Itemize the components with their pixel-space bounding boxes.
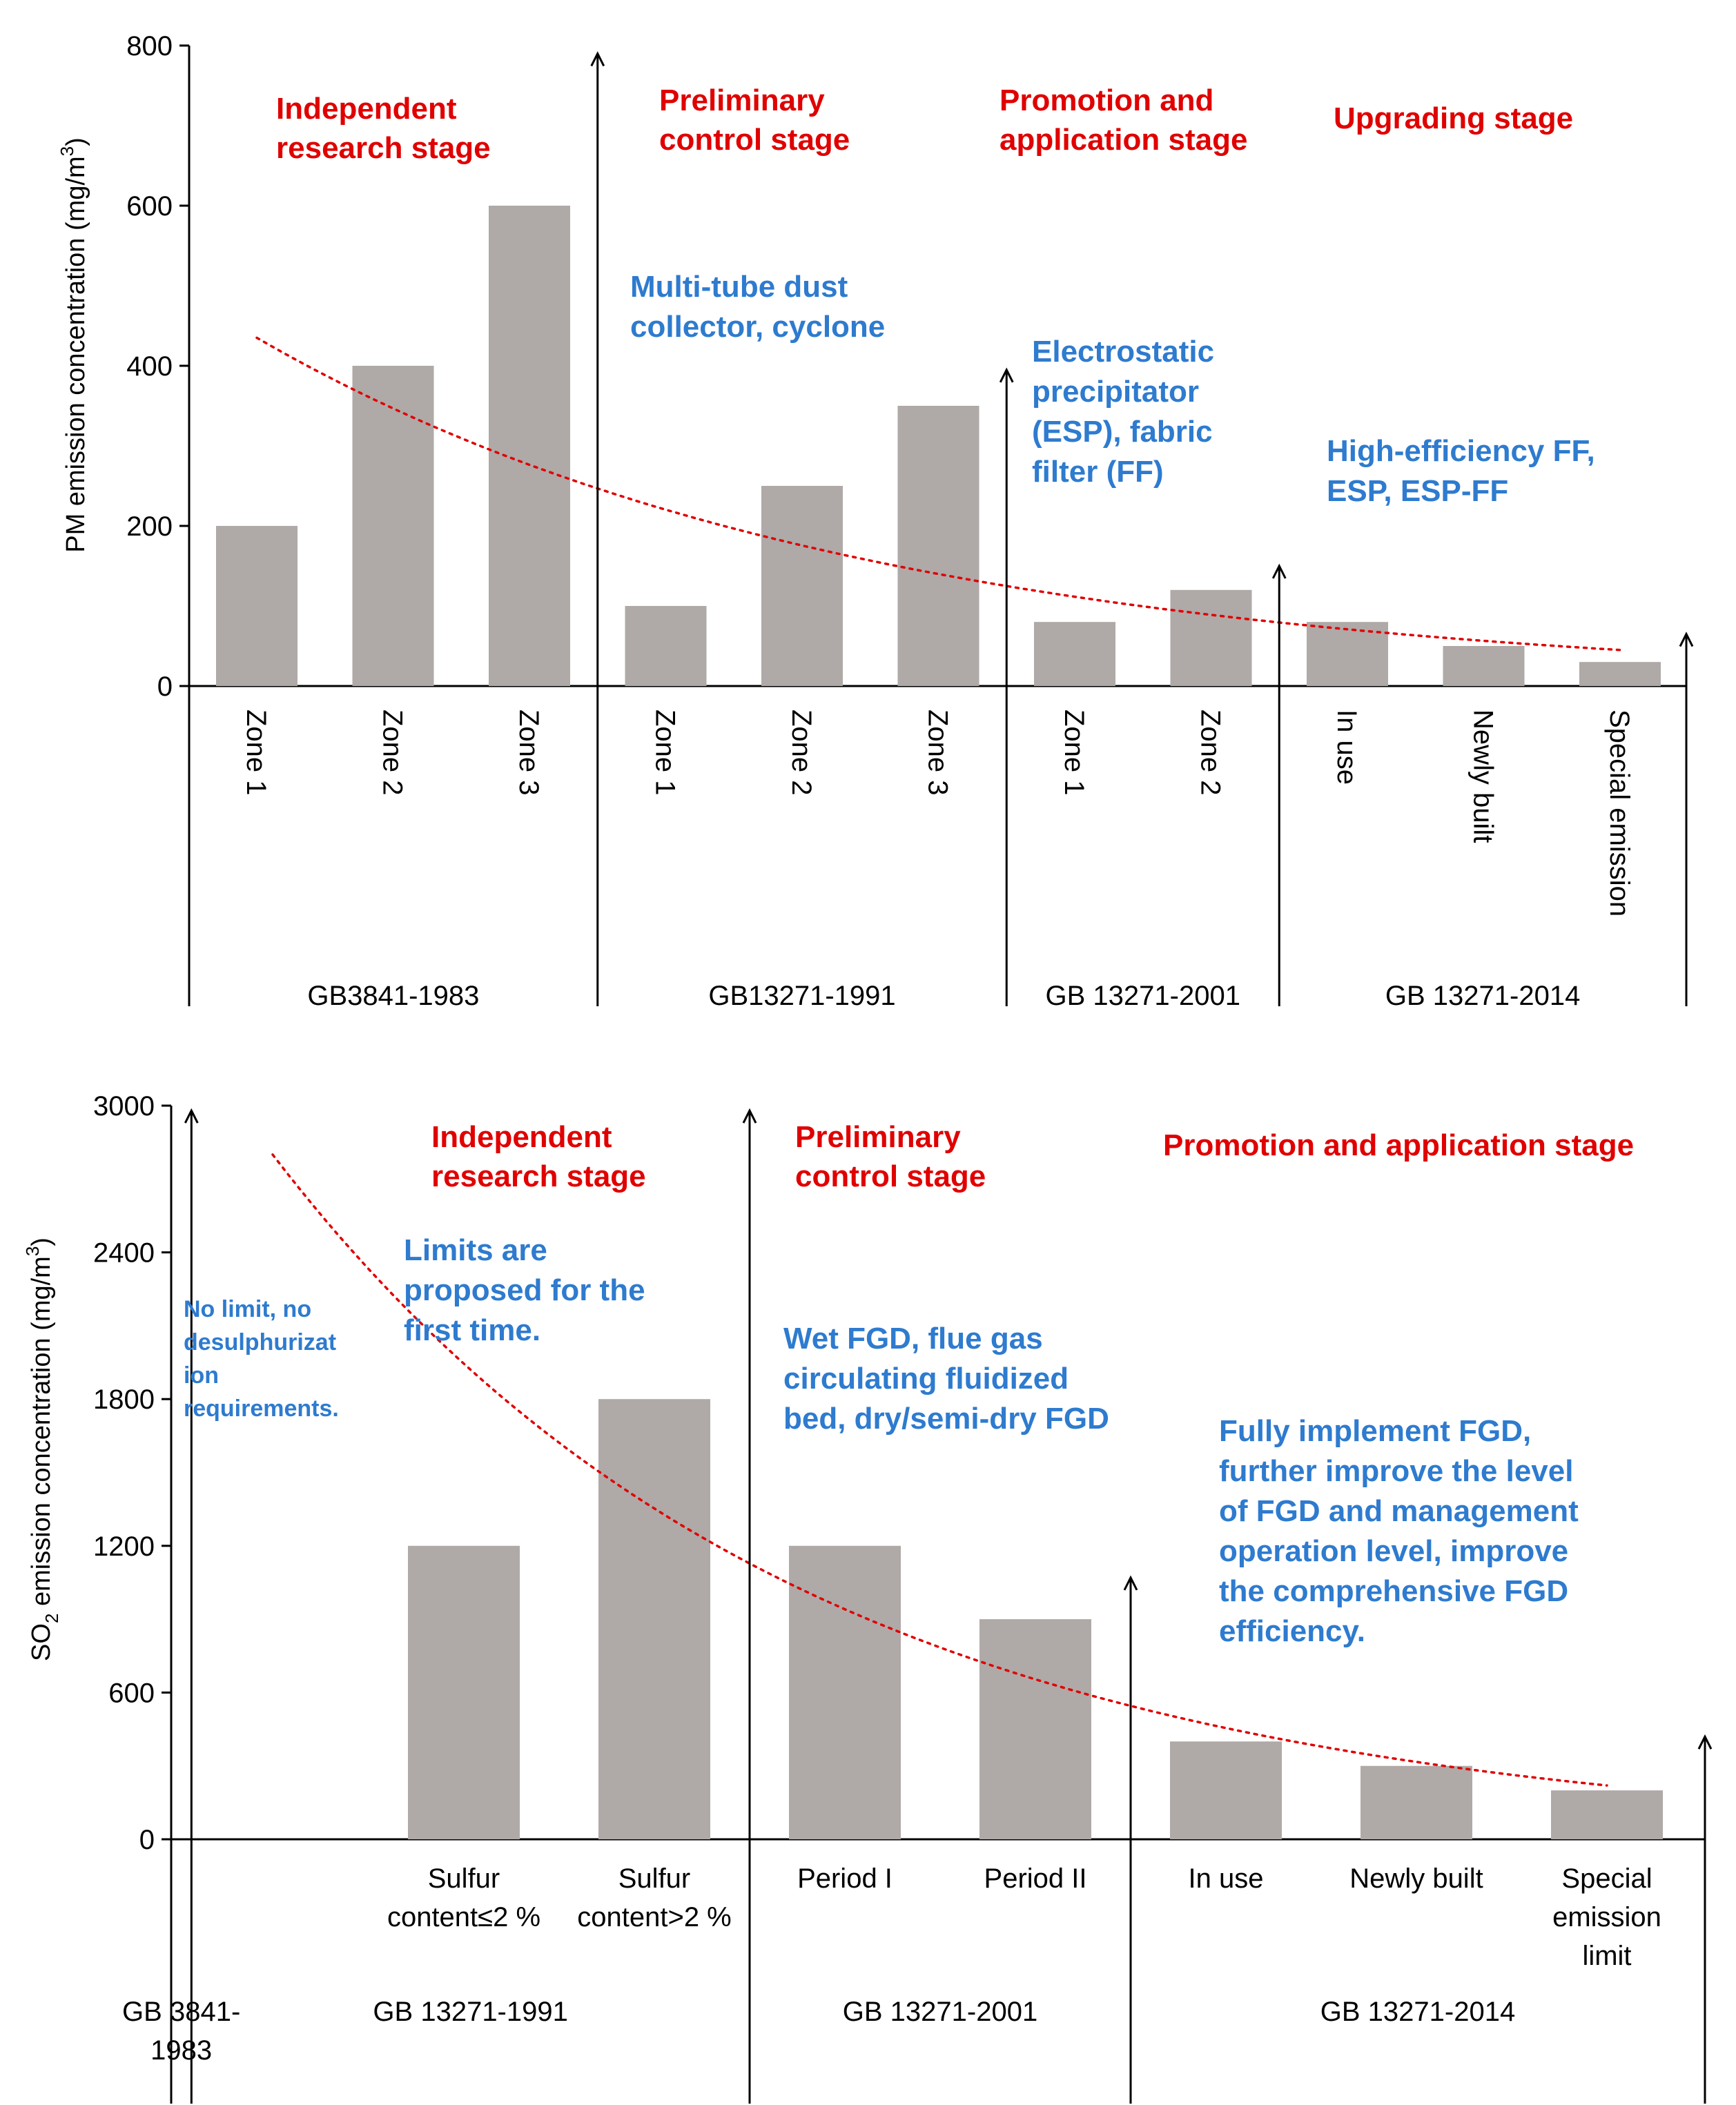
so2-standard-labels: GB 3841-1983 GB 13271-1991 GB 13271-2001 GB… [122, 1997, 1515, 2066]
pm-stage-arrows [590, 51, 1694, 1006]
pm-standard-label: GB 13271-2001 [1046, 981, 1240, 1011]
pm-bar [1034, 622, 1115, 686]
so2-category-label: Period II [984, 1863, 1087, 1894]
so2-standard-label: GB 13271-1991 [373, 1997, 567, 2027]
pm-category-label: Zone 1 [241, 709, 271, 796]
so2-y-tick-label: 2400 [93, 1238, 155, 1269]
pm-bars [216, 206, 1661, 686]
so2-bar [1170, 1741, 1282, 1839]
pm-stage-arrow [999, 367, 1014, 1006]
so2-note-no-limit: No limit, no desulphurizat ion requirements… [184, 1296, 339, 1422]
so2-y-axis-label: SO2 emission concentration (mg/m3) [22, 1237, 62, 1661]
pm-bar [1579, 662, 1661, 686]
pm-bar [1443, 646, 1525, 686]
pm-category-label: Zone 3 [514, 709, 544, 796]
pm-y-tick-label: 800 [126, 31, 173, 61]
so2-y-tick-label: 0 [139, 1825, 155, 1855]
pm-category-label: Zone 2 [378, 709, 408, 796]
pm-standard-label: GB13271-1991 [708, 981, 895, 1011]
so2-stage-arrow [742, 1108, 757, 2104]
pm-bar [1170, 589, 1252, 686]
so2-stage-arrow [1123, 1575, 1138, 2104]
so2-bar [408, 1545, 520, 1839]
pm-bar [761, 486, 843, 686]
so2-bars [408, 1399, 1663, 1839]
so2-note-wet-fgd: Wet FGD, flue gas circulating fluidized be… [783, 1322, 1109, 1436]
pm-bar [897, 406, 979, 686]
pm-stage-arrow [590, 51, 605, 1006]
so2-bar [598, 1399, 710, 1839]
pm-stage-upgrading: Upgrading stage [1334, 101, 1573, 135]
pm-bar [625, 606, 707, 686]
pm-category-label: Zone 2 [786, 709, 817, 796]
so2-standard-label: GB 3841-1983 [122, 1997, 240, 2066]
so2-stage-independent: Independent research stage [431, 1120, 646, 1193]
so2-y-tick-label: 1800 [93, 1384, 155, 1415]
so2-bar [1360, 1765, 1472, 1839]
pm-stage-preliminary: Preliminary control stage [659, 84, 850, 157]
so2-category-label: Sulfur content≤2 % [387, 1863, 540, 1932]
pm-y-tick-label: 600 [126, 191, 173, 222]
so2-y-tick-labels: 0 600 1200 1800 2400 3000 [93, 1091, 155, 1855]
pm-y-tick-labels: 0 200 400 600 800 [126, 31, 173, 702]
so2-stage-arrow [184, 1108, 199, 2104]
so2-stage-promotion: Promotion and application stage [1163, 1128, 1634, 1162]
so2-y-tick-label: 600 [108, 1678, 155, 1708]
pm-stage-arrow [1679, 632, 1694, 1006]
pm-trendline [255, 336, 1621, 652]
so2-note-limits-proposed: Limits are proposed for the first time. [404, 1233, 645, 1347]
so2-note-fully-implement: Fully implement FGD, further improve the … [1219, 1414, 1579, 1648]
pm-y-tick-label: 0 [157, 672, 173, 702]
pm-category-label: Newly built [1468, 709, 1499, 843]
pm-stage-independent: Independent research stage [276, 92, 491, 165]
pm-bar [489, 206, 570, 686]
pm-bar [352, 366, 434, 686]
so2-bar [979, 1619, 1091, 1839]
pm-category-label: Zone 1 [1059, 709, 1089, 796]
pm-bar [216, 526, 298, 686]
so2-standard-label: GB 13271-2014 [1320, 1997, 1515, 2027]
pm-standard-labels: GB3841-1983 GB13271-1991 GB 13271-2001 GB 1… [307, 981, 1580, 1011]
pm-category-label: Zone 2 [1196, 709, 1226, 796]
so2-category-label: Newly built [1349, 1863, 1483, 1894]
so2-bar [789, 1545, 901, 1839]
pm-y-tick-label: 400 [126, 351, 173, 382]
pm-stage-arrow [1271, 563, 1287, 1006]
so2-y-tick-label: 1200 [93, 1531, 155, 1562]
so2-category-label: Period I [797, 1863, 893, 1894]
so2-category-labels: Sulfur content≤2 % Sulfur content>2 % Period… [387, 1863, 1661, 1971]
so2-y-tick-label: 3000 [93, 1091, 155, 1122]
pm-bar [1307, 622, 1388, 686]
pm-standard-label: GB3841-1983 [307, 981, 479, 1011]
pm-stage-promotion: Promotion and application stage [999, 84, 1247, 157]
so2-category-label: In use [1189, 1863, 1264, 1894]
pm-category-label: In use [1332, 709, 1362, 785]
pm-standard-label: GB 13271-2014 [1385, 981, 1580, 1011]
pm-category-label: Special emission [1604, 709, 1635, 917]
so2-stage-arrows [184, 1108, 1713, 2104]
pm-y-axis-label: PM emission concentration (mg/m3) [57, 137, 90, 553]
so2-trendline [271, 1153, 1608, 1787]
pm-category-labels: Zone 1 Zone 2 Zone 3 Zone 1 Zone 2 Zone 3 Zone… [241, 709, 1635, 917]
so2-category-label: Special emission limit [1552, 1863, 1661, 1971]
pm-note-esp-ff: Electrostatic precipitator (ESP), fabric fi… [1032, 335, 1214, 489]
so2-standard-label: GB 13271-2001 [843, 1997, 1037, 2027]
so2-bar [1551, 1790, 1663, 1839]
so2-category-label: Sulfur content>2 % [577, 1863, 732, 1932]
so2-stage-preliminary: Preliminary control stage [795, 1120, 986, 1193]
pm-category-label: Zone 1 [650, 709, 681, 796]
pm-note-high-efficiency: High-efficiency FF, ESP, ESP-FF [1327, 434, 1595, 508]
pm-note-multitube: Multi-tube dust collector, cyclone [630, 270, 885, 344]
so2-stage-arrow [1697, 1734, 1713, 2104]
pm-category-label: Zone 3 [923, 709, 953, 796]
pm-y-tick-label: 200 [126, 511, 173, 542]
